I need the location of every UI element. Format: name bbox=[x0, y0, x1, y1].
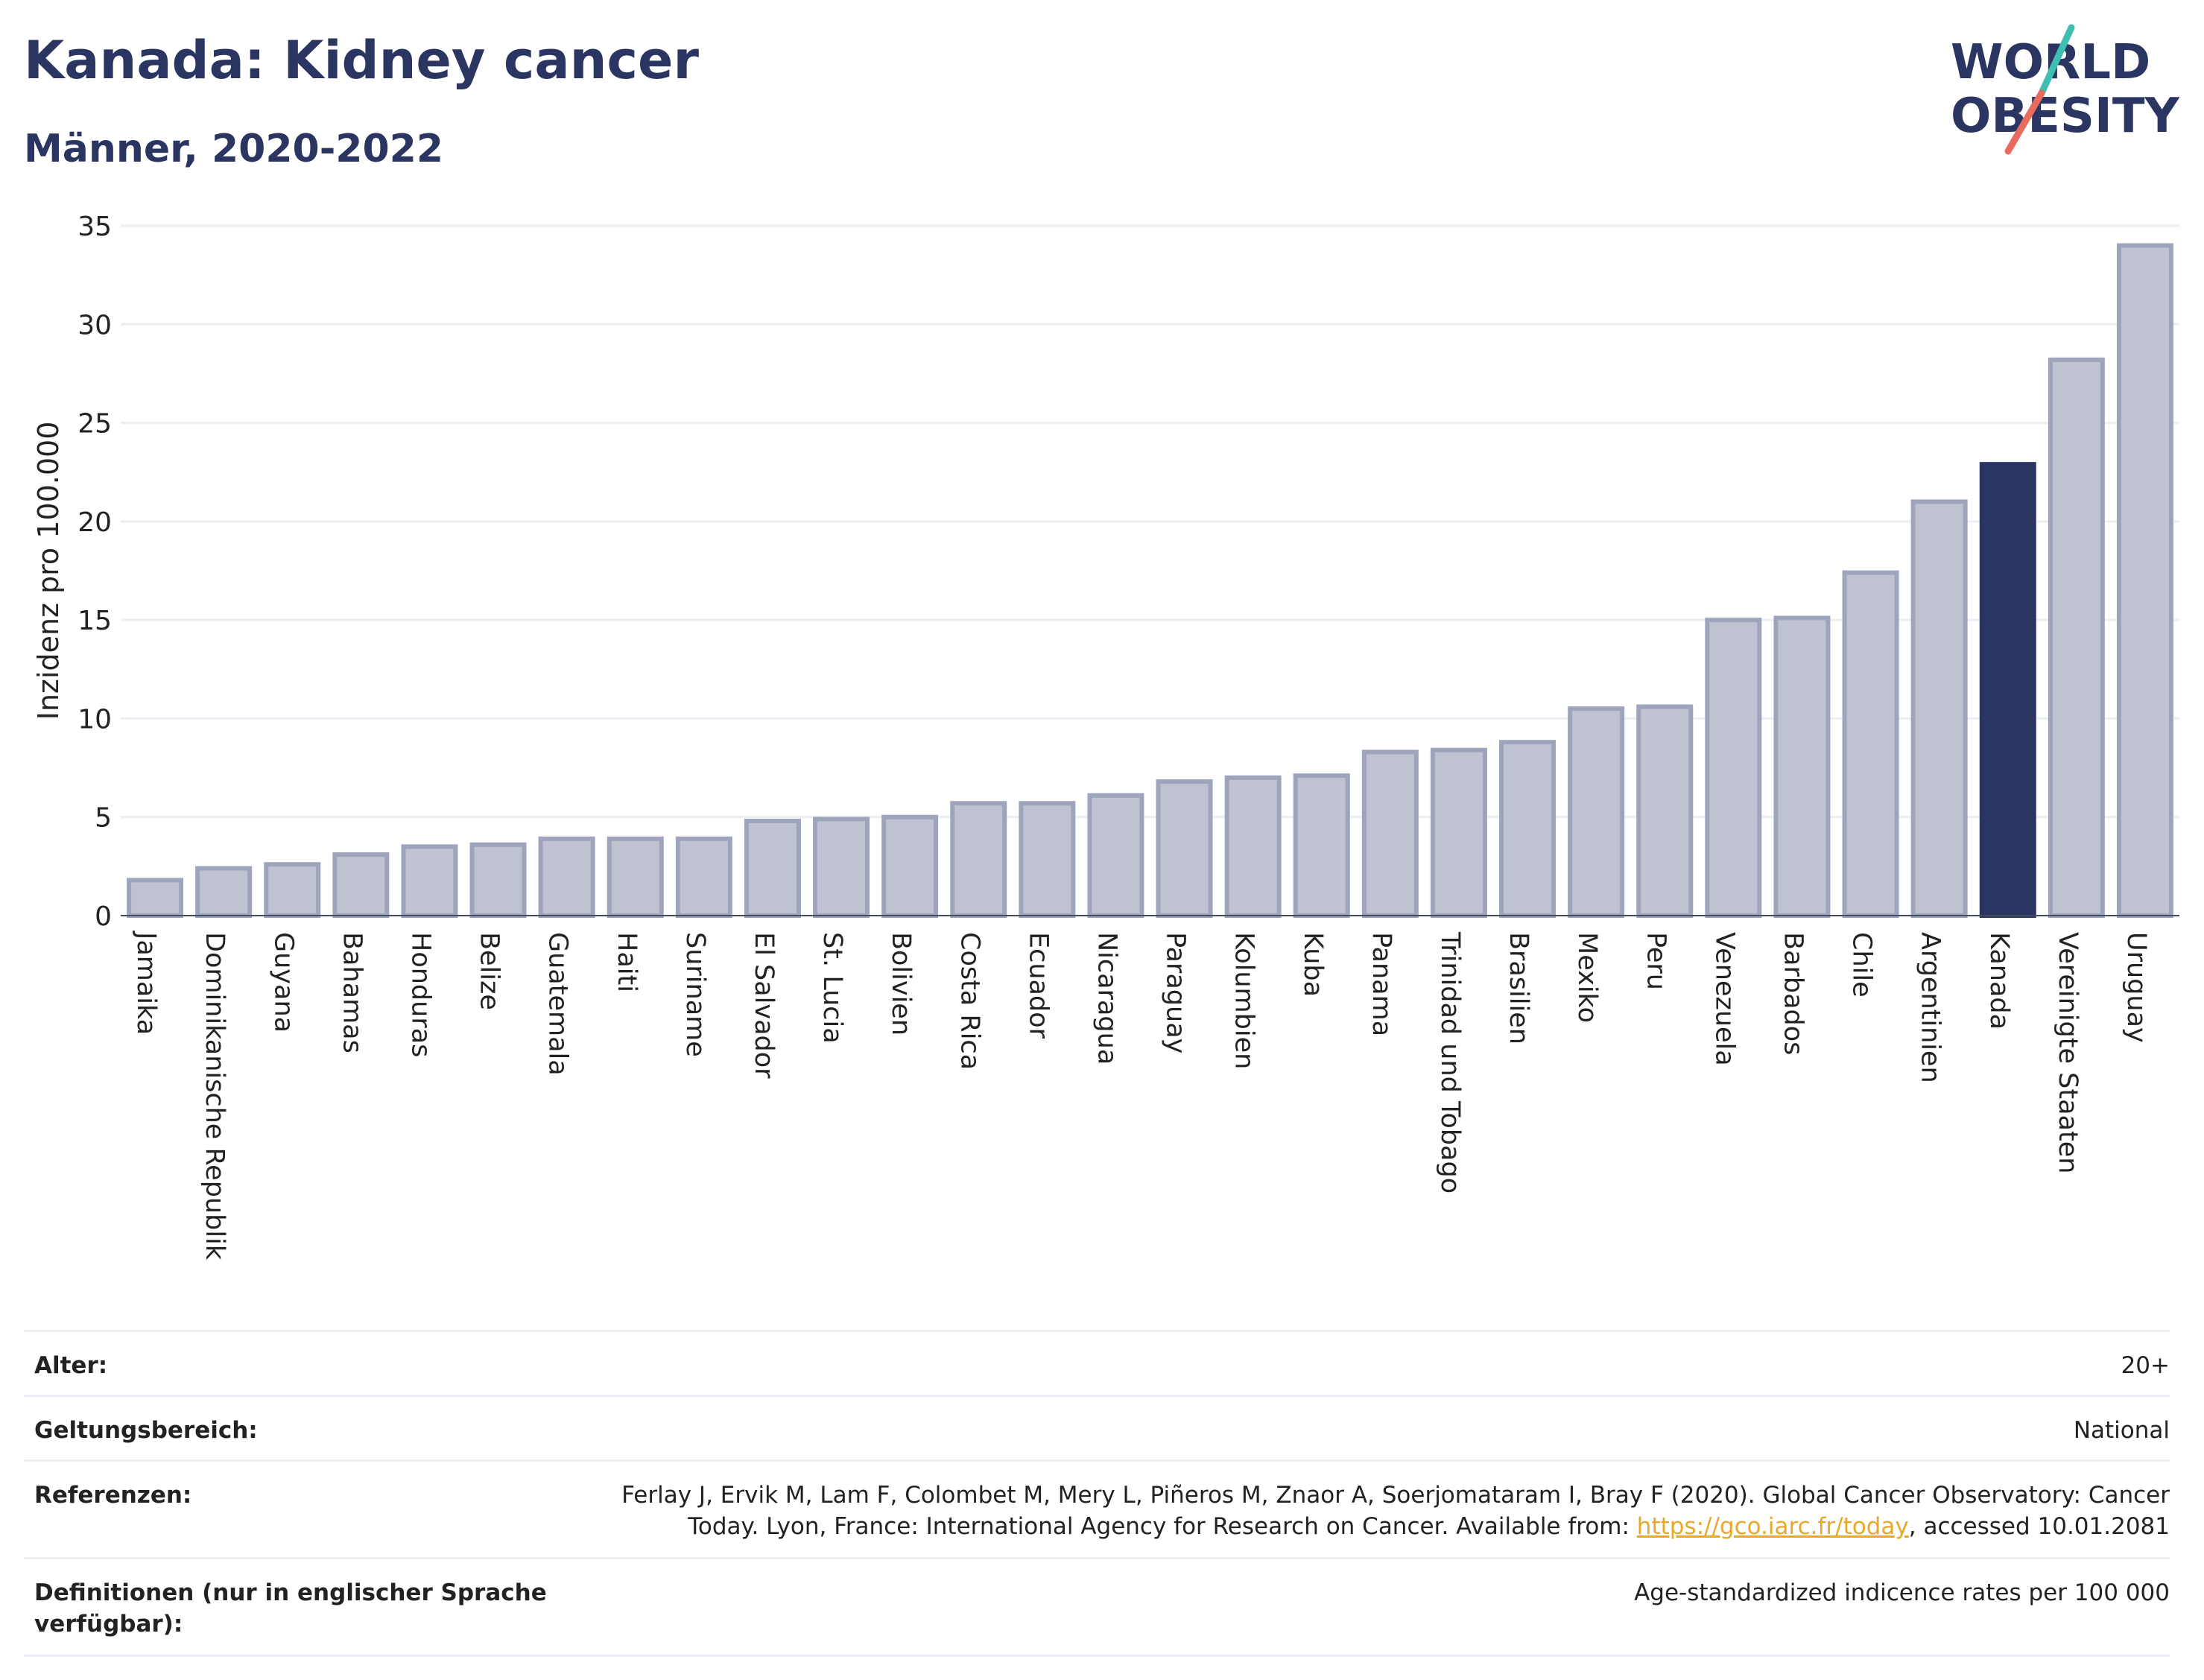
bar-peru[interactable] bbox=[1636, 704, 1694, 918]
x-axis-ticks: Jamaika Dominikanische Republik Guyana Baha… bbox=[131, 931, 2151, 1261]
bar-honduras[interactable] bbox=[401, 844, 458, 919]
y-axis-ticks: 0 5 10 15 20 25 30 35 bbox=[77, 212, 112, 932]
bar-guatemala[interactable] bbox=[538, 836, 595, 918]
meta-value-references: Ferlay J, Ervik M, Lam F, Colombet M, Me… bbox=[501, 1480, 2170, 1542]
x-tick-label-barbados: Barbados bbox=[1778, 932, 1808, 1055]
bar-brasilien[interactable] bbox=[1499, 740, 1557, 918]
meta-row-age: Alter: 20+ bbox=[24, 1330, 2170, 1395]
y-tick-label-15: 15 bbox=[77, 606, 112, 636]
y-axis-label: Inzidenz pro 100.000 bbox=[32, 422, 65, 720]
y-tick-label-0: 0 bbox=[95, 901, 112, 932]
x-tick-label-chile: Chile bbox=[1847, 932, 1877, 998]
x-tick-label-belize: Belize bbox=[475, 932, 504, 1010]
bar-paraguay[interactable] bbox=[1156, 779, 1213, 918]
x-tick-label-panama: Panama bbox=[1367, 932, 1396, 1036]
meta-value-age: 20+ bbox=[2121, 1352, 2170, 1379]
logo-slash-coral bbox=[2004, 89, 2045, 155]
bar-chile[interactable] bbox=[1842, 570, 1899, 918]
bar-haiti[interactable] bbox=[607, 836, 664, 918]
reference-link[interactable]: https://gco.iarc.fr/today bbox=[1636, 1513, 1909, 1540]
bar-vereinigte-staaten[interactable] bbox=[2048, 357, 2105, 918]
bar-belize[interactable] bbox=[469, 842, 527, 918]
bar-mexiko[interactable] bbox=[1568, 706, 1625, 918]
bar-chart: 0 5 10 15 20 25 30 35 Jamaika Dominikanische Rep… bbox=[32, 212, 2179, 1261]
reference-text-line2: Today. Lyon, France: International Agenc… bbox=[688, 1513, 1637, 1540]
x-tick-label-peru: Peru bbox=[1641, 932, 1671, 990]
x-tick-label-dominikanische-republik: Dominikanische Republik bbox=[200, 932, 229, 1261]
x-tick-label-paraguay: Paraguay bbox=[1161, 932, 1191, 1053]
bar-costa-rica[interactable] bbox=[950, 801, 1007, 919]
metadata-table: Alter: 20+ Geltungsbereich: National Ref… bbox=[24, 1330, 2170, 1657]
x-tick-label-kolumbien: Kolumbien bbox=[1229, 932, 1259, 1069]
x-tick-label-haiti: Haiti bbox=[612, 932, 642, 992]
bar-kolumbien[interactable] bbox=[1224, 775, 1282, 919]
logo-slash-teal bbox=[2038, 24, 2075, 97]
meta-label-definitions: Definitionen (nur in englischer Sprache … bbox=[34, 1579, 547, 1638]
y-tick-label-5: 5 bbox=[95, 803, 112, 834]
x-tick-label-uruguay: Uruguay bbox=[2121, 932, 2151, 1043]
bar-argentinien[interactable] bbox=[1910, 499, 1968, 918]
chart-subtitle: Männer, 2020-2022 bbox=[24, 127, 444, 171]
logo-word-obesity: OBESITY bbox=[1951, 89, 2179, 144]
x-tick-label-guyana: Guyana bbox=[268, 932, 298, 1033]
x-tick-label-kuba: Kuba bbox=[1298, 932, 1328, 997]
y-tick-label-10: 10 bbox=[77, 704, 112, 735]
x-tick-label-jamaika: Jamaika bbox=[131, 931, 161, 1035]
meta-row-scope: Geltungsbereich: National bbox=[24, 1395, 2170, 1459]
x-tick-label-honduras: Honduras bbox=[405, 932, 435, 1057]
y-tick-label-25: 25 bbox=[77, 409, 112, 440]
x-tick-label-trinidad-und-tobago: Trinidad und Tobago bbox=[1435, 931, 1465, 1194]
bar-nicaragua[interactable] bbox=[1087, 793, 1144, 919]
x-tick-label-costa-rica: Costa Rica bbox=[954, 932, 984, 1070]
y-tick-label-35: 35 bbox=[77, 212, 112, 242]
bar-guyana[interactable] bbox=[264, 862, 321, 918]
bar-ecuador[interactable] bbox=[1019, 801, 1076, 919]
meta-label-references: Referenzen: bbox=[34, 1482, 192, 1509]
bar-trinidad-und-tobago[interactable] bbox=[1430, 747, 1487, 919]
chart-title: Kanada: Kidney cancer bbox=[24, 30, 699, 91]
bar-venezuela[interactable] bbox=[1705, 618, 1762, 919]
bars bbox=[127, 243, 2173, 919]
x-tick-label-brasilien: Brasilien bbox=[1504, 932, 1533, 1045]
bar-kanada[interactable] bbox=[1979, 462, 2036, 918]
bar-bahamas[interactable] bbox=[332, 852, 390, 919]
bar-suriname[interactable] bbox=[675, 836, 732, 918]
bar-el-salvador[interactable] bbox=[744, 819, 801, 919]
bar-panama[interactable] bbox=[1361, 749, 1419, 918]
x-tick-label-kanada: Kanada bbox=[1984, 932, 2014, 1030]
world-obesity-logo: WORLD OBESITY bbox=[1951, 24, 2179, 155]
x-tick-label-ecuador: Ecuador bbox=[1023, 932, 1053, 1039]
bar-st-lucia[interactable] bbox=[813, 817, 870, 918]
y-tick-label-20: 20 bbox=[77, 507, 112, 538]
bar-barbados[interactable] bbox=[1773, 615, 1831, 918]
bar-dominikanische-republik[interactable] bbox=[195, 866, 253, 918]
meta-label-scope: Geltungsbereich: bbox=[34, 1417, 258, 1444]
x-tick-label-mexiko: Mexiko bbox=[1572, 932, 1602, 1023]
bar-uruguay[interactable] bbox=[2116, 243, 2173, 918]
bar-bolivien[interactable] bbox=[881, 814, 939, 918]
x-tick-label-nicaragua: Nicaragua bbox=[1092, 932, 1121, 1065]
x-tick-label-el-salvador: El Salvador bbox=[749, 932, 779, 1079]
reference-accessed: , accessed 10.01.2081 bbox=[1908, 1513, 2170, 1540]
x-tick-label-suriname: Suriname bbox=[680, 932, 710, 1057]
meta-row-references: Referenzen: Ferlay J, Ervik M, Lam F, Co… bbox=[24, 1459, 2170, 1557]
x-tick-label-guatemala: Guatemala bbox=[543, 932, 573, 1076]
bar-kuba[interactable] bbox=[1293, 773, 1350, 919]
x-tick-label-bolivien: Bolivien bbox=[886, 932, 916, 1036]
y-tick-label-30: 30 bbox=[77, 310, 112, 340]
x-tick-label-st-lucia: St. Lucia bbox=[817, 932, 847, 1044]
bar-jamaika[interactable] bbox=[127, 878, 184, 919]
reference-text-line1: Ferlay J, Ervik M, Lam F, Colombet M, Me… bbox=[621, 1482, 2170, 1509]
meta-value-definitions: Age-standardized indicence rates per 100… bbox=[1634, 1579, 2170, 1606]
meta-row-definitions: Definitionen (nur in englischer Sprache … bbox=[24, 1557, 2170, 1657]
grid-lines bbox=[121, 224, 2179, 819]
x-tick-label-argentinien: Argentinien bbox=[1916, 932, 1945, 1083]
meta-label-age: Alter: bbox=[34, 1352, 108, 1379]
x-tick-label-venezuela: Venezuela bbox=[1709, 932, 1739, 1066]
meta-value-scope: National bbox=[2073, 1417, 2170, 1444]
x-tick-label-vereinigte-staaten: Vereinigte Staaten bbox=[2053, 932, 2083, 1173]
x-tick-label-bahamas: Bahamas bbox=[337, 932, 367, 1053]
